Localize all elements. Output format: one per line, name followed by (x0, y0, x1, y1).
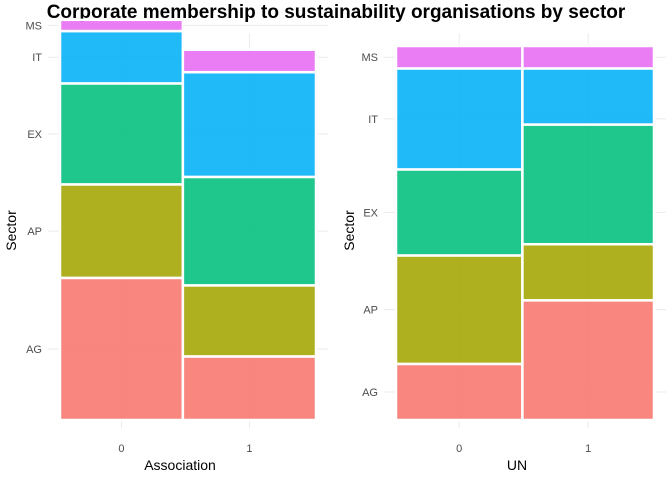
mosaic-tile-it (58, 29, 185, 85)
mosaic-tile-ap (394, 254, 524, 366)
y-tick-label: AG (26, 344, 42, 356)
mosaic-tile-ms (521, 44, 656, 70)
mosaic-tile-ex (521, 123, 656, 246)
mosaic-tile-ms (394, 44, 524, 70)
y-tick-label: IT (368, 114, 378, 126)
mosaic-tile-ag (521, 299, 656, 422)
x-tick-label: 1 (246, 443, 252, 455)
mosaic-tile-it (521, 67, 656, 126)
mosaic-tile-ms (58, 18, 185, 33)
chart-title: Corporate membership to sustainability o… (46, 2, 626, 23)
y-tick-label: EX (363, 207, 378, 219)
mosaic-tile-ag (394, 362, 524, 422)
y-axis-title: Sector (3, 210, 19, 251)
y-tick-label: MS (26, 20, 43, 32)
y-tick-label: MS (362, 52, 379, 64)
mosaic-tile-it (394, 67, 524, 171)
y-axis-title: Sector (341, 210, 357, 251)
mosaic-tile-it (181, 70, 318, 179)
mosaic-tile-ex (181, 175, 318, 287)
x-axis-title: Association (144, 457, 216, 473)
mosaic-tile-ap (181, 284, 318, 358)
y-tick-label: AP (27, 226, 42, 238)
mosaic-tile-ms (181, 48, 318, 74)
mosaic-tile-ex (394, 168, 524, 257)
y-tick-label: EX (27, 129, 42, 141)
mosaic-tile-ap (521, 242, 656, 302)
mosaic-tile-ex (58, 82, 185, 186)
x-axis-title: UN (507, 457, 527, 473)
mosaic-tile-ap (58, 183, 185, 280)
mosaic-tile-ag (58, 276, 185, 422)
x-tick-label: 0 (456, 443, 462, 455)
y-tick-label: AG (362, 387, 378, 399)
x-tick-label: 1 (585, 443, 591, 455)
y-tick-label: IT (32, 52, 42, 64)
y-tick-label: AP (363, 305, 378, 317)
mosaic-tile-ag (181, 355, 318, 422)
x-tick-label: 0 (118, 443, 124, 455)
